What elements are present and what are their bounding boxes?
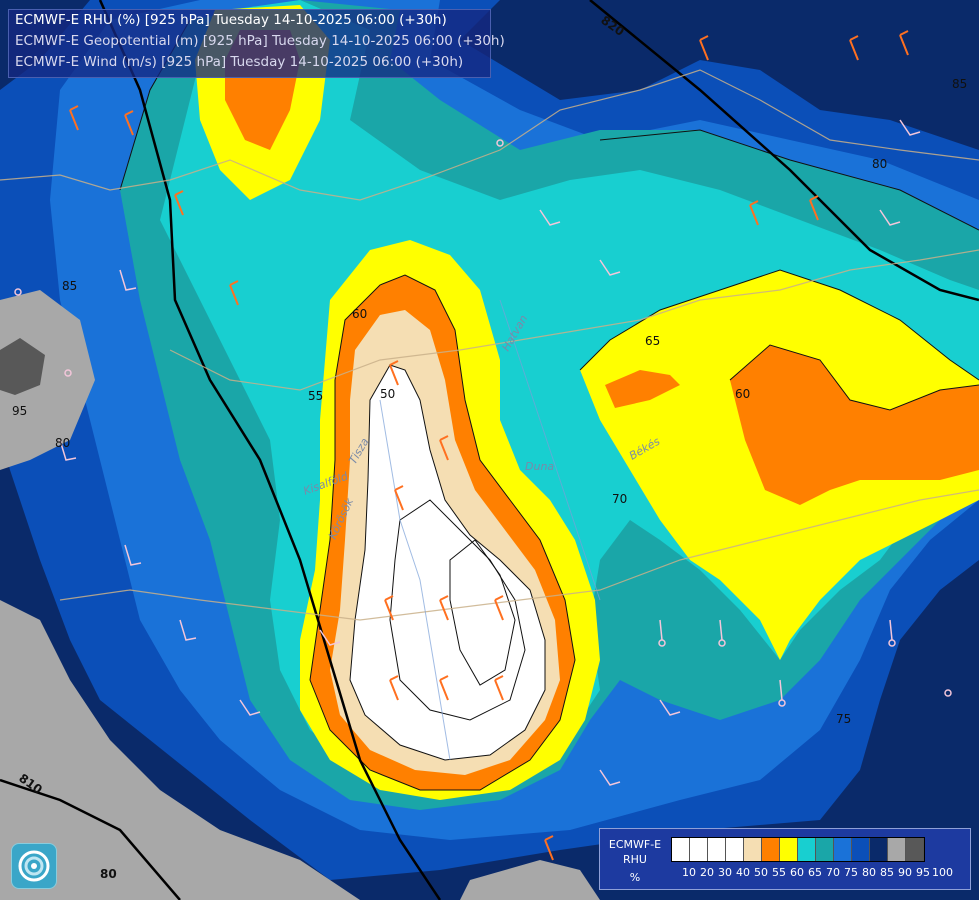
legend-name-line1: ECMWF-E — [608, 838, 662, 851]
contour-label-80-w: 80 — [55, 436, 70, 450]
wind-barbs-strong — [69, 30, 909, 861]
contour-label-85-ne: 85 — [952, 77, 967, 91]
map-title-box: ECMWF-E RHU (%) [925 hPa] Tuesday 14-10-… — [8, 9, 505, 78]
legend-swatch — [708, 838, 726, 861]
contour-label-60: 60 — [352, 307, 367, 321]
title-geopotential: ECMWF-E Geopotential (m) [925 hPa] Tuesd… — [15, 33, 505, 49]
swirl-logo-icon — [18, 850, 50, 882]
legend-swatches — [671, 837, 925, 862]
legend-swatch — [744, 838, 762, 861]
legend-swatch — [672, 838, 690, 861]
legend-tick-label: 55 — [772, 866, 786, 879]
legend-tick-label: 80 — [862, 866, 876, 879]
legend-swatch — [852, 838, 870, 861]
rhu-55-60-east-small — [605, 370, 680, 408]
contour-label-95: 95 — [12, 404, 27, 418]
title-rhu: ECMWF-E RHU (%) [925 hPa] Tuesday 14-10-… — [15, 12, 447, 28]
legend-ticks: 10 20 30 40 50 55 60 65 70 75 80 85 90 95 100 — [680, 866, 953, 879]
legend-swatch — [870, 838, 888, 861]
rhu-55-60-east — [730, 345, 979, 505]
wind-barbs-weak — [14, 119, 952, 786]
contour-label-80: 80 — [872, 157, 887, 171]
legend-tick-label: 95 — [916, 866, 930, 879]
contour-label-55: 55 — [308, 389, 323, 403]
place-duna: Duna — [525, 460, 554, 473]
contour-label-50: 50 — [380, 387, 395, 401]
title-wind: ECMWF-E Wind (m/s) [925 hPa] Tuesday 14-… — [15, 54, 464, 70]
legend-tick-label: 10 — [682, 866, 696, 879]
contour-label-70: 70 — [612, 492, 627, 506]
contour-label-85-nw: 85 — [62, 279, 77, 293]
legend-tick-label: 30 — [718, 866, 732, 879]
legend-swatch — [798, 838, 816, 861]
legend-swatch — [762, 838, 780, 861]
legend-tick-label: 50 — [754, 866, 768, 879]
legend-unit: % — [629, 871, 641, 884]
legend-swatch — [726, 838, 744, 861]
legend-swatch — [816, 838, 834, 861]
legend-swatch — [780, 838, 798, 861]
provider-logo — [11, 843, 57, 889]
legend-tick-label: 70 — [826, 866, 840, 879]
rhu-below-50-area — [350, 365, 545, 760]
color-legend: ECMWF-E RHU % 10 20 30 40 50 55 60 65 70 75 80 85 90… — [599, 828, 971, 890]
legend-tick-label: 65 — [808, 866, 822, 879]
legend-tick-label: 90 — [898, 866, 912, 879]
contour-label-65: 65 — [645, 334, 660, 348]
rhu-90-95-southwest — [0, 600, 360, 900]
geopotential-label-800: 80 — [100, 867, 117, 881]
legend-swatch — [888, 838, 906, 861]
contour-label-60-east: 60 — [735, 387, 750, 401]
legend-tick-label: 85 — [880, 866, 894, 879]
legend-swatch — [834, 838, 852, 861]
rhu-95-100-west — [0, 338, 45, 395]
rhu-90-95-south — [460, 860, 600, 900]
legend-tick-label: 100 — [932, 866, 953, 879]
legend-tick-label: 75 — [844, 866, 858, 879]
legend-name-line2: RHU — [623, 853, 647, 866]
legend-swatch — [906, 838, 924, 861]
legend-name: ECMWF-E RHU — [602, 837, 668, 867]
legend-swatch — [690, 838, 708, 861]
legend-tick-label: 20 — [700, 866, 714, 879]
legend-tick-label: 40 — [736, 866, 750, 879]
contour-label-75: 75 — [836, 712, 851, 726]
legend-tick-label: 60 — [790, 866, 804, 879]
rhu-90-95-west — [0, 290, 95, 470]
